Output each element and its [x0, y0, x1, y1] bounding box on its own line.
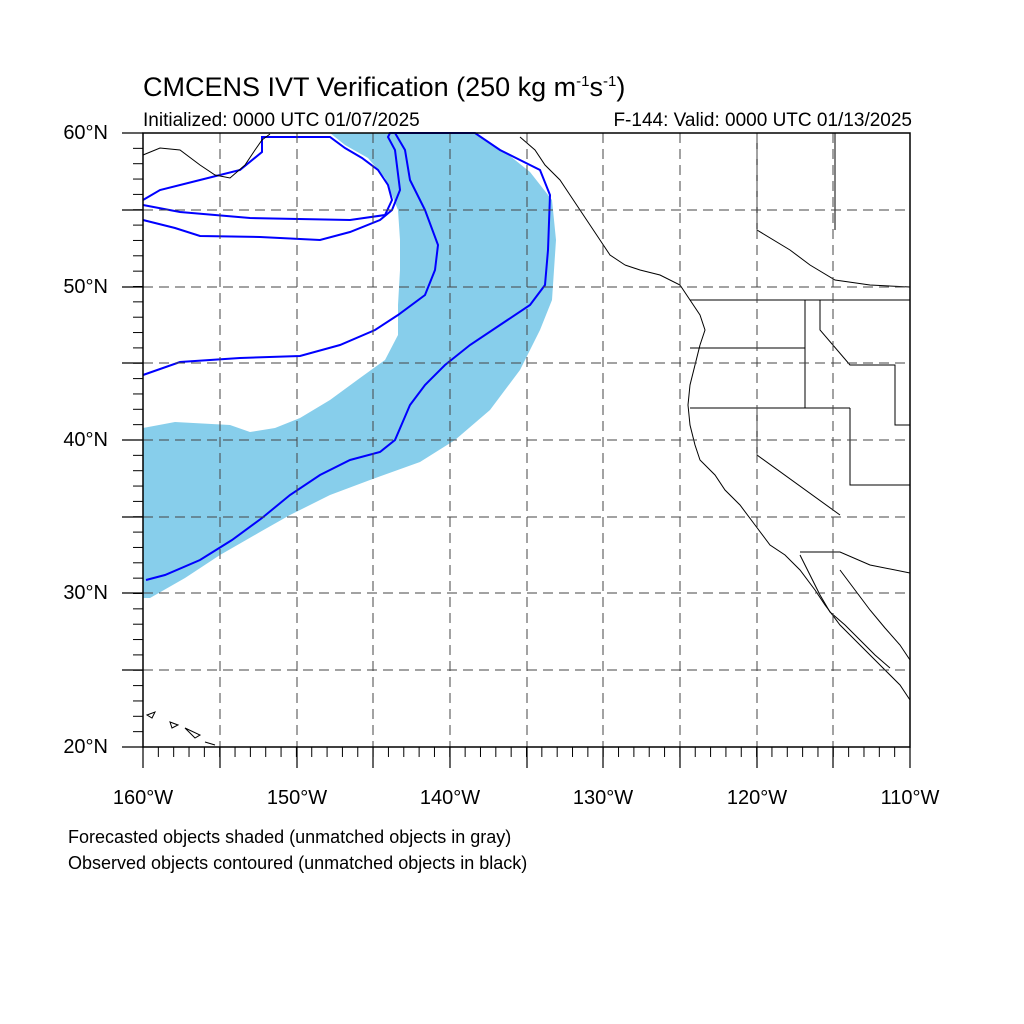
lat-label-40n: 40°N [63, 429, 108, 451]
lon-label-160w: 160°W [112, 787, 174, 809]
baja-peninsula [799, 554, 911, 669]
observed-contour-main [142, 132, 552, 581]
lat-label-60n: 60°N [63, 122, 108, 144]
map-title: CMCENS IVT Verification (250 kg m-1s-1) [143, 72, 626, 102]
alaska-coast [142, 133, 626, 266]
observed-object-contours [142, 132, 552, 581]
lon-label-130w: 130°W [572, 787, 634, 809]
lon-label-140w: 140°W [419, 787, 481, 809]
lat-label-50n: 50°N [63, 276, 108, 298]
footnote-forecast: Forecasted objects shaded (unmatched obj… [68, 827, 512, 847]
bc-coast [624, 264, 706, 346]
observed-contour-northern [142, 136, 394, 222]
footnote-observed: Observed objects contoured (unmatched ob… [68, 853, 528, 873]
lon-label-110w: 110°W [880, 787, 940, 809]
observed-contour-inner [142, 132, 440, 376]
lat-label-30n: 30°N [63, 582, 108, 604]
init-time-label: Initialized: 0000 UTC 01/07/2025 [143, 110, 420, 131]
forecast-object-shading [143, 133, 556, 598]
lon-label-150w: 150°W [266, 787, 328, 809]
lon-label-120w: 120°W [726, 787, 788, 809]
axis-minor-ticks [133, 132, 911, 757]
hawaii-islands [145, 711, 216, 746]
state-borders [690, 133, 911, 574]
us-west-coast [687, 344, 911, 701]
lat-label-20n: 20°N [63, 736, 108, 758]
valid-time-label: F-144: Valid: 0000 UTC 01/13/2025 [613, 110, 912, 131]
graticule [143, 133, 910, 747]
